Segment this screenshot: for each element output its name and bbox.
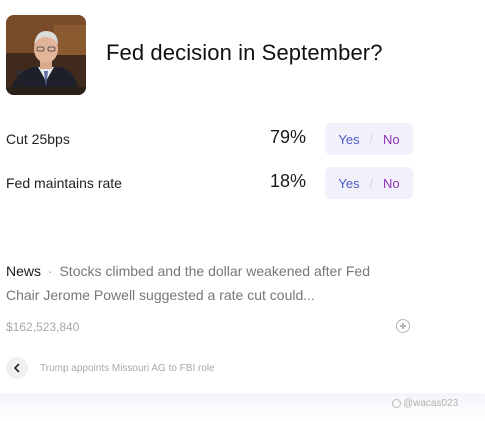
outcome-row: Cut 25bps 79% Yes / No <box>0 123 420 155</box>
market-volume: $162,523,840 <box>6 320 80 334</box>
market-title[interactable]: Fed decision in September? <box>106 40 383 65</box>
yes-no-separator: / <box>369 132 373 146</box>
market-thumbnail[interactable] <box>6 15 86 95</box>
news-ticker[interactable]: Trump appoints Missouri AG to FBI role <box>6 357 416 379</box>
yes-button[interactable]: Yes <box>338 131 360 147</box>
ticker-headline[interactable]: Trump appoints Missouri AG to FBI role <box>40 362 215 374</box>
news-text: Stocks climbed and the dollar weakened a… <box>6 263 370 303</box>
outcome-percent: 18% <box>269 171 306 191</box>
fed-chair-photo <box>6 15 86 95</box>
yes-button[interactable]: Yes <box>338 175 360 191</box>
bottom-divider <box>0 393 485 421</box>
news-snippet[interactable]: News · Stocks climbed and the dollar wea… <box>6 259 406 307</box>
chevron-left-icon <box>14 363 20 373</box>
news-tag: News <box>6 263 42 279</box>
watermark-text: @wacas023 <box>403 398 459 409</box>
market-card[interactable]: Fed decision in September? Cut 25bps 79%… <box>0 0 420 395</box>
back-button[interactable] <box>6 357 28 379</box>
no-button[interactable]: No <box>382 131 400 147</box>
no-button[interactable]: No <box>382 175 400 191</box>
watermark-icon <box>392 399 401 408</box>
watermark: @wacas023 <box>392 398 458 409</box>
yes-no-buttons: Yes / No <box>325 167 413 199</box>
outcome-row: Fed maintains rate 18% Yes / No <box>0 167 420 199</box>
news-separator: · <box>47 263 53 279</box>
yes-no-buttons: Yes / No <box>325 123 413 155</box>
outcome-label[interactable]: Cut 25bps <box>6 131 70 147</box>
outcome-percent: 79% <box>269 127 306 147</box>
outcome-label[interactable]: Fed maintains rate <box>6 175 122 191</box>
plus-circle-icon[interactable] <box>396 319 410 333</box>
yes-no-separator: / <box>369 176 373 190</box>
